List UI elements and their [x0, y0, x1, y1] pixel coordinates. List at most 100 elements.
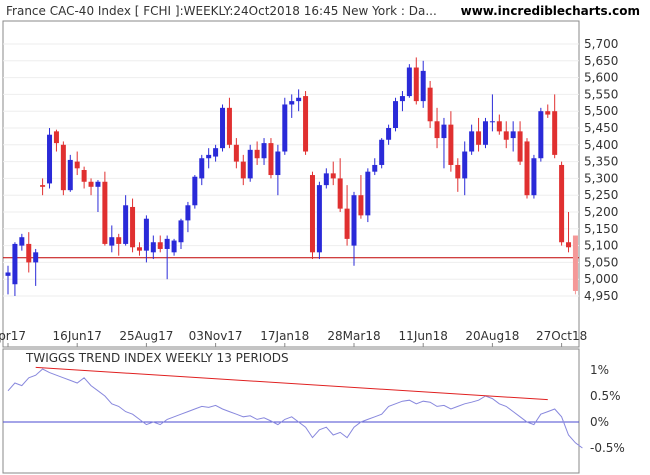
- candle-body: [95, 181, 101, 187]
- site-name: www.incrediblecharts.com: [461, 4, 640, 18]
- candle-body: [53, 131, 59, 144]
- candle: [365, 168, 371, 223]
- candle-body: [379, 139, 385, 165]
- candle: [303, 91, 309, 155]
- candle-body: [233, 144, 239, 162]
- candle-body: [316, 185, 322, 253]
- price-y-tick-label: 5,000: [584, 272, 618, 286]
- candle: [351, 191, 357, 266]
- candle: [254, 141, 260, 165]
- candle-body: [552, 111, 558, 155]
- price-y-tick-label: 5,150: [584, 222, 618, 236]
- candle: [448, 111, 454, 172]
- candle: [462, 141, 468, 196]
- price-y-tick-label: 5,200: [584, 205, 618, 219]
- candle: [482, 117, 488, 149]
- candle-body: [240, 161, 246, 179]
- candle-body: [192, 176, 198, 206]
- candle-body: [220, 107, 226, 149]
- candle: [476, 117, 482, 152]
- candle: [12, 242, 18, 296]
- candle: [206, 148, 212, 169]
- price-y-tick-label: 5,500: [584, 104, 618, 118]
- candle-body: [213, 148, 219, 157]
- indicator-title: TWIGGS TREND INDEX WEEKLY 13 PERIODS: [25, 351, 289, 365]
- x-tick-label: 11Jun18: [399, 329, 448, 343]
- candle-body: [157, 242, 163, 249]
- candle: [240, 154, 246, 186]
- candle: [496, 114, 502, 135]
- indicator-y-axis: 1% 0.5% 0% -0.5%: [590, 363, 625, 455]
- x-tick-label: 03Nov17: [189, 329, 243, 343]
- candle: [47, 128, 53, 189]
- candle: [566, 212, 572, 253]
- candle-body: [289, 101, 295, 105]
- candle: [289, 94, 295, 118]
- candle-body: [572, 235, 578, 291]
- indicator-y-tick-label: -0.5%: [590, 441, 625, 455]
- candle: [171, 238, 177, 256]
- candle-body: [185, 205, 191, 221]
- candle-body: [503, 131, 509, 140]
- candle: [323, 168, 329, 189]
- x-tick-label: 20Aug18: [465, 329, 519, 343]
- candle: [19, 233, 25, 251]
- candle: [309, 171, 315, 260]
- candle-body: [171, 240, 177, 253]
- candle-body: [206, 154, 212, 159]
- candle: [67, 154, 73, 192]
- price-grid: [3, 43, 579, 297]
- candle: [268, 138, 274, 179]
- candle-body: [12, 243, 18, 285]
- candle: [572, 235, 578, 295]
- candle-body: [178, 220, 184, 243]
- candle: [275, 144, 281, 196]
- candle: [330, 161, 336, 186]
- candle-body: [130, 206, 136, 248]
- candle: [220, 104, 226, 152]
- candle: [213, 144, 219, 162]
- candle-body: [88, 181, 94, 187]
- x-tick-label: 25Aug17: [119, 329, 173, 343]
- candle: [503, 121, 509, 149]
- candle-body: [74, 161, 80, 169]
- candle-body: [226, 107, 232, 145]
- candle-body: [199, 158, 205, 179]
- price-y-tick-label: 5,350: [584, 155, 618, 169]
- price-y-tick-label: 5,300: [584, 171, 618, 185]
- candle: [226, 97, 232, 149]
- candle-body: [33, 252, 39, 263]
- candle-body: [406, 67, 412, 97]
- candle: [123, 195, 129, 246]
- candle-body: [510, 131, 516, 139]
- chart-title: France CAC-40 Index [ FCHI ]:WEEKLY:24Oc…: [6, 4, 437, 18]
- price-panel-frame: [2, 20, 580, 348]
- candlesticks: [5, 57, 578, 296]
- candle-body: [496, 121, 502, 132]
- candle-body: [517, 131, 523, 162]
- candle-body: [116, 237, 122, 244]
- candle-body: [455, 164, 461, 179]
- candle: [26, 232, 32, 273]
- price-y-tick-label: 5,450: [584, 121, 618, 135]
- x-tick-label: 17Jan18: [260, 329, 309, 343]
- indicator-panel-frame: [2, 348, 580, 474]
- candle-body: [60, 144, 66, 191]
- candle: [517, 121, 523, 165]
- candle-body: [150, 242, 156, 253]
- candle-body: [19, 237, 25, 246]
- candle: [559, 161, 565, 246]
- candle-body: [462, 151, 468, 179]
- candle: [178, 218, 184, 249]
- candle: [399, 91, 405, 112]
- candle: [109, 225, 115, 253]
- candle: [413, 57, 419, 105]
- candle: [489, 94, 495, 132]
- candle: [88, 178, 94, 196]
- candle-body: [337, 178, 343, 209]
- candle-body: [261, 143, 267, 159]
- candle-body: [303, 96, 309, 152]
- candle: [469, 124, 475, 155]
- x-tick-label: Apr17: [0, 329, 26, 343]
- candle-body: [330, 173, 336, 179]
